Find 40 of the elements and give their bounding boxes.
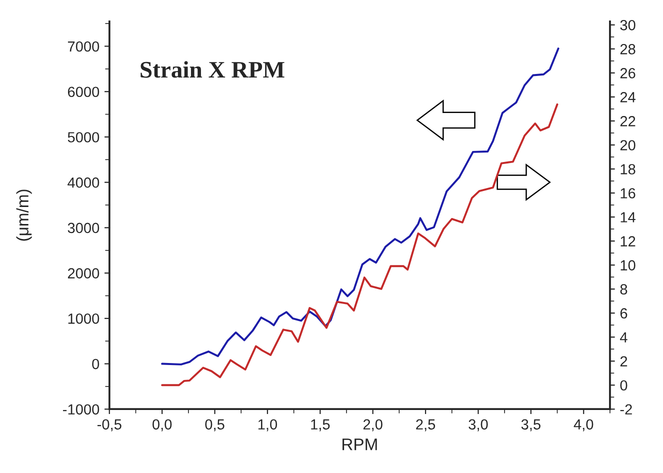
y2-tick-label: 14 <box>620 212 636 222</box>
y-tick-label: 7000 <box>68 41 100 52</box>
y2-tick-label: 20 <box>620 140 636 150</box>
y2-tick-label: 10 <box>620 260 636 270</box>
x-tick-label: 1,0 <box>258 419 278 432</box>
x-tick-label: 3,0 <box>468 419 488 432</box>
y2-tick-label: 30 <box>620 20 636 30</box>
y-axis-title: (μm/m) <box>16 190 32 241</box>
y-tick-label: 0 <box>92 358 100 370</box>
y2-tick-label: 22 <box>620 116 636 126</box>
line-series <box>161 103 558 386</box>
y-tick-label: 5000 <box>68 132 100 142</box>
x-axis-title: RPM <box>342 438 377 450</box>
x-tick-label: 2,0 <box>363 419 382 432</box>
y2-tick-label: 4 <box>620 332 628 342</box>
y2-tick-label: 2 <box>620 356 628 366</box>
y2-tick-label: 28 <box>620 44 636 54</box>
y-tick-label: 4000 <box>68 177 100 188</box>
x-tick-label: 2,5 <box>416 419 436 432</box>
y-tick-label: -1000 <box>63 404 100 415</box>
y2-tick-label: 24 <box>620 92 636 102</box>
y2-tick-label: 6 <box>620 308 628 319</box>
y-tick-label: 6000 <box>68 86 100 98</box>
y2-tick-label: 26 <box>620 68 636 78</box>
y-tick-label: 2000 <box>68 268 100 278</box>
x-tick-label: 1,5 <box>311 419 330 432</box>
y-tick-label: 3000 <box>68 222 100 234</box>
x-tick-label: 0,5 <box>205 419 224 432</box>
x-tick-label: 4,0 <box>574 419 594 432</box>
text: Strain X RPM <box>140 61 284 78</box>
y2-tick-label: -2 <box>620 404 632 414</box>
y2-tick-label: 8 <box>620 284 628 294</box>
y2-tick-label: 0 <box>620 380 628 391</box>
y2-tick-label: 12 <box>620 236 636 246</box>
y2-tick-label: 18 <box>620 164 636 174</box>
y-tick-label: 1000 <box>68 314 100 324</box>
x-tick-label: 3,5 <box>521 419 540 432</box>
x-tick-label: -0,5 <box>97 419 122 432</box>
x-tick-label: 0,0 <box>152 419 172 432</box>
y2-tick-label: 16 <box>620 188 636 198</box>
